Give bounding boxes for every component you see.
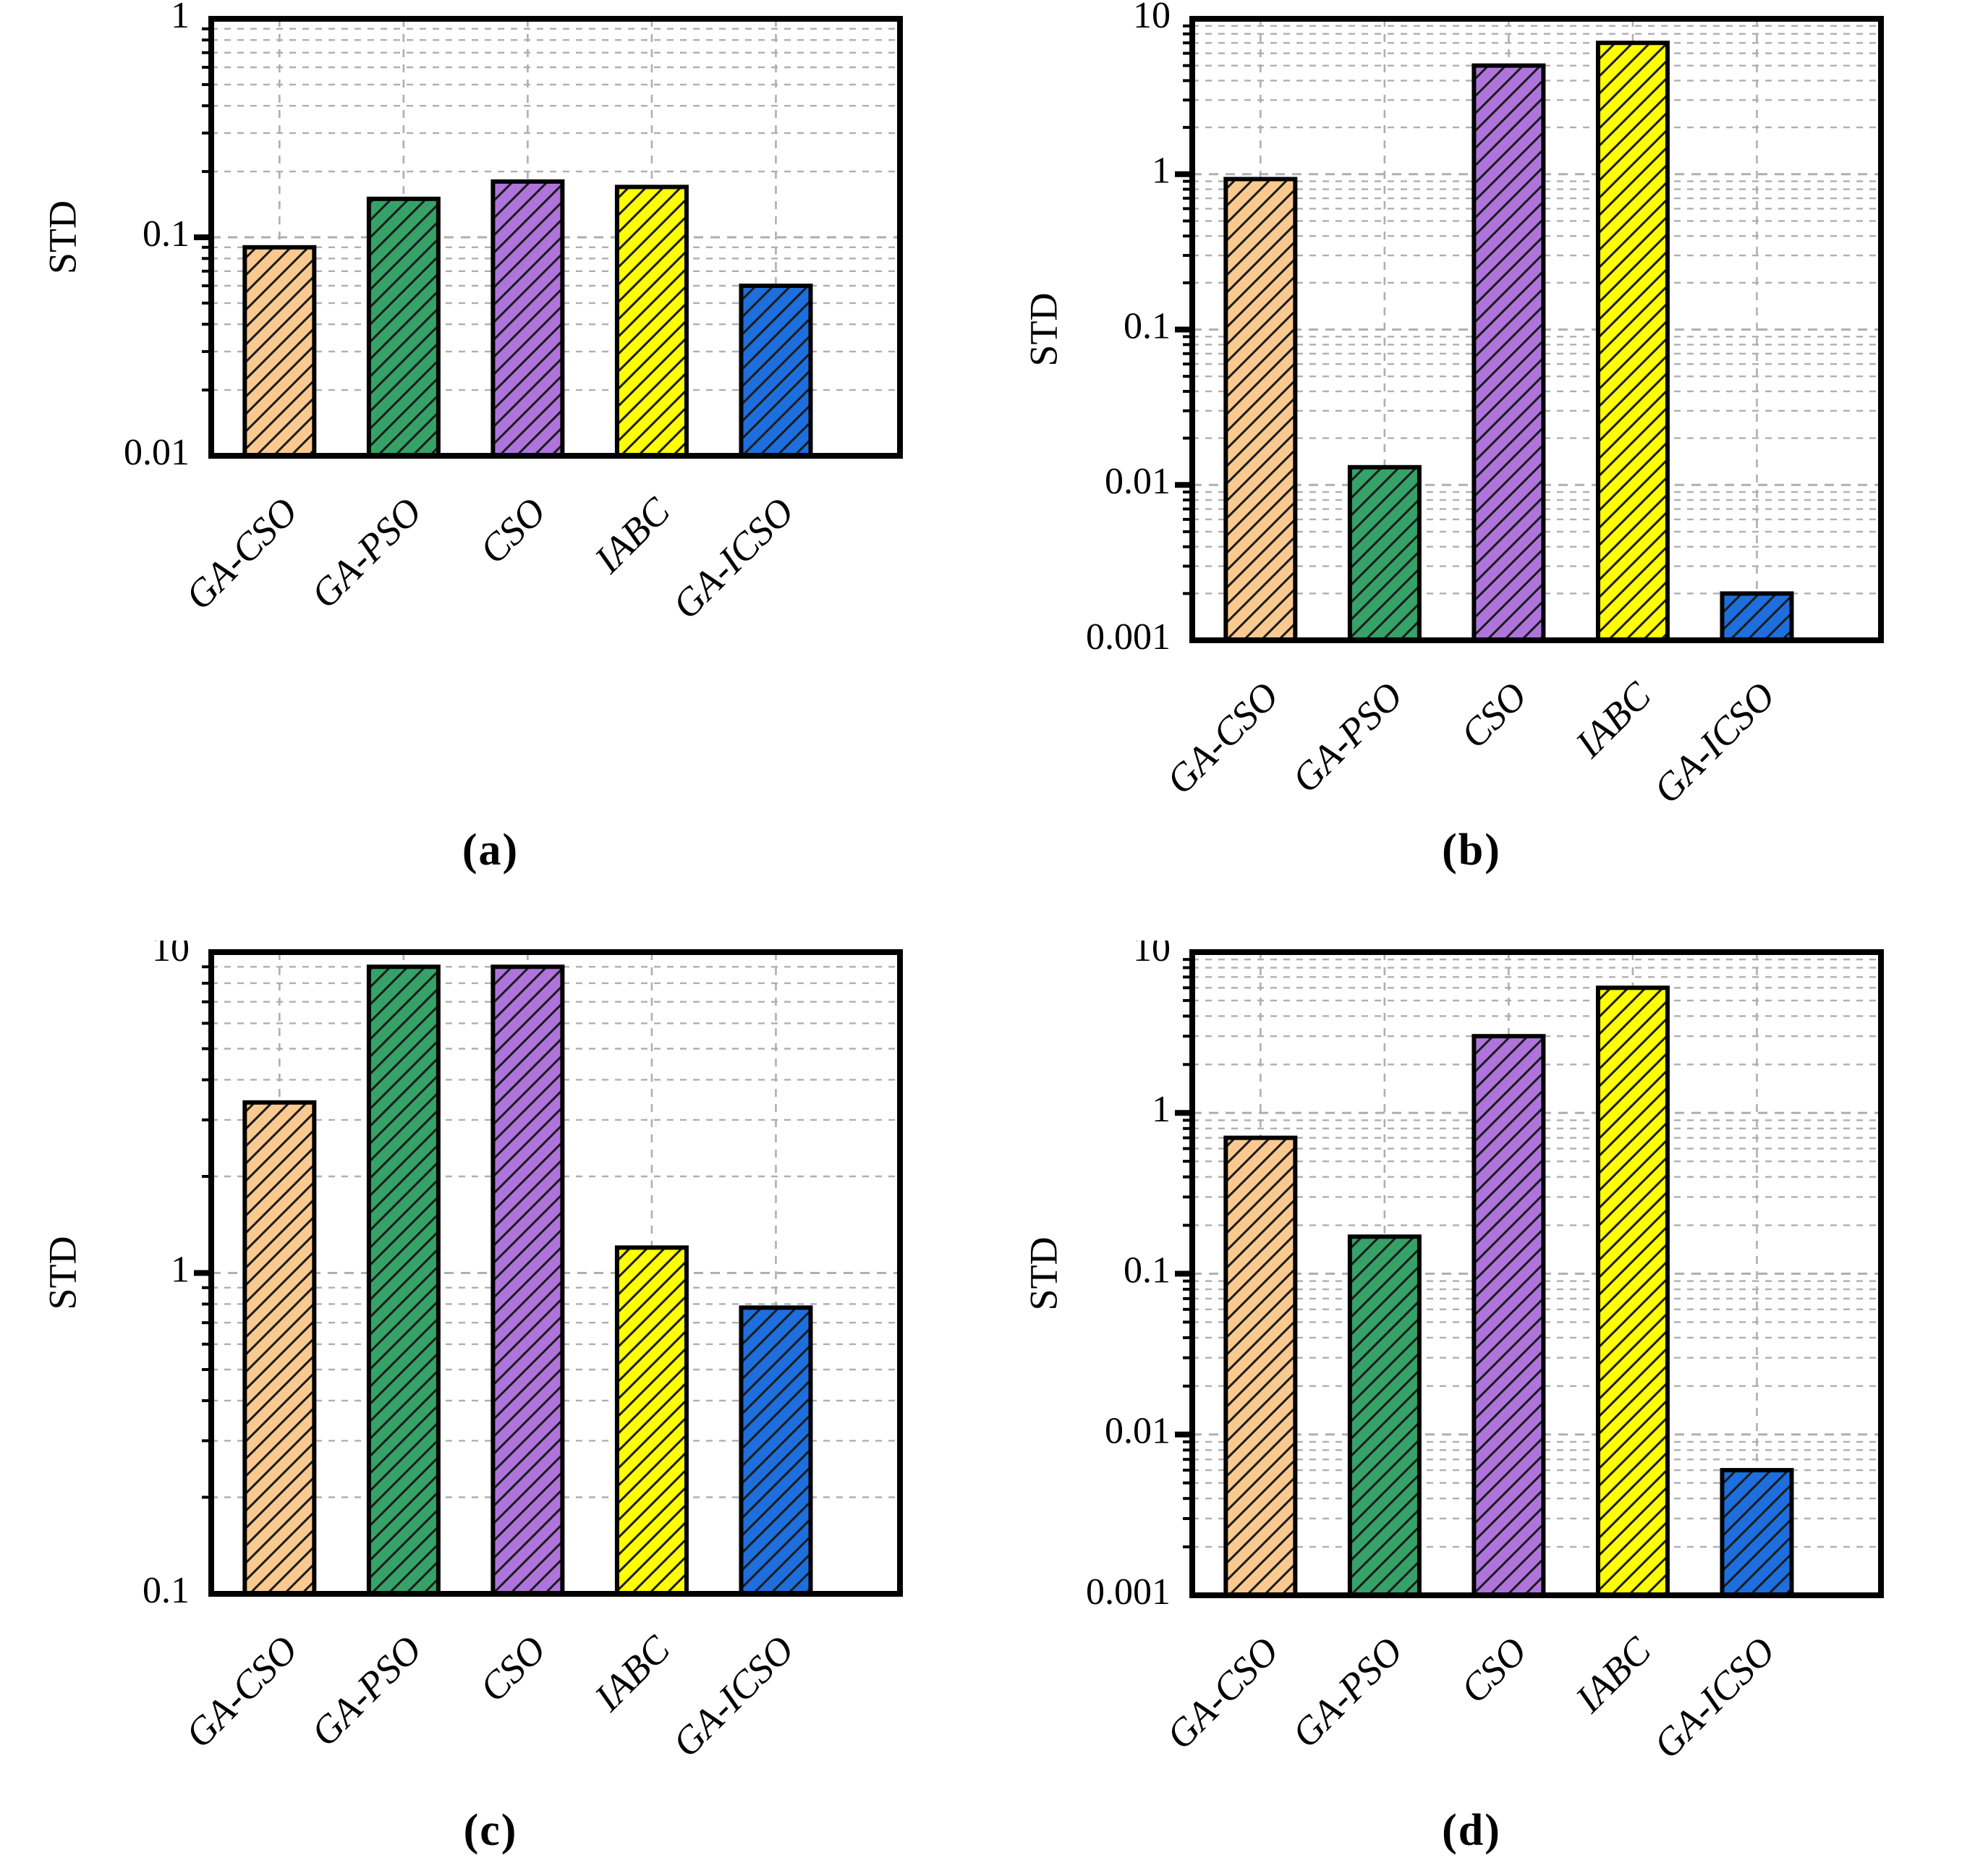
x-tick-label-0-ga-cso: GA-CSO bbox=[177, 489, 306, 618]
panel-bars-0 bbox=[242, 179, 813, 458]
panel-d-bar-ga-cso bbox=[1223, 1135, 1298, 1598]
y-tick-label-3-0: 0.001 bbox=[1086, 1571, 1171, 1613]
panel-d-bar-cso bbox=[1472, 1034, 1546, 1598]
panel-bars-3 bbox=[1223, 985, 1794, 1598]
panel-c-bar-ga-icso bbox=[739, 1305, 813, 1596]
panel-b-caption: (b) bbox=[1442, 825, 1501, 875]
panel-c-bar-ga-pso bbox=[366, 964, 441, 1596]
y-tick-label-3-1: 0.01 bbox=[1105, 1411, 1171, 1452]
panel-a: 0.01 0.1 1 GA-CSO GA-PSO CSO IABC GA-ICSO STD (a… bbox=[0, 0, 981, 941]
x-tick-label-3-ga-icso: GA-ICSO bbox=[1645, 1629, 1783, 1767]
y-tick-label-1-1: 0.01 bbox=[1105, 461, 1171, 502]
panel-b: 0.001 0.01 0.1 1 10 GA-CSO GA-PSO CSO IABC GA-ICS… bbox=[981, 0, 1962, 941]
panel-bars-1 bbox=[1223, 41, 1794, 643]
x-tick-label-3-ga-cso: GA-CSO bbox=[1158, 1629, 1287, 1757]
y-tick-label-2-1: 1 bbox=[171, 1249, 190, 1290]
panel-y-axis-2: 0.1 1 10 bbox=[143, 941, 211, 1611]
y-tick-label-3-2: 0.1 bbox=[1124, 1249, 1171, 1291]
y-tick-label-1-0: 0.001 bbox=[1086, 616, 1171, 658]
panel-d-bar-iabc bbox=[1595, 985, 1670, 1597]
y-tick-label-1-3: 1 bbox=[1152, 150, 1171, 192]
panel-c: 0.1 1 10 GA-CSO GA-PSO CSO IABC GA-ICSO STD (c) bbox=[0, 941, 981, 1876]
panel-d-bar-ga-pso bbox=[1347, 1234, 1422, 1597]
y-tick-label-2-2: 10 bbox=[152, 941, 190, 969]
panel-a-caption: (a) bbox=[462, 825, 519, 875]
x-tick-label-1-ga-cso: GA-CSO bbox=[1158, 674, 1287, 802]
x-tick-label-3-ga-pso: GA-PSO bbox=[1283, 1629, 1411, 1756]
y-tick-label-0-0: 0.01 bbox=[124, 432, 190, 473]
panel-b-bar-ga-pso bbox=[1347, 464, 1422, 642]
y-tick-label-2-0: 0.1 bbox=[143, 1570, 190, 1611]
panel-b-bar-iabc bbox=[1595, 41, 1670, 642]
panel-b-bar-ga-icso bbox=[1720, 591, 1794, 643]
y-tick-label-1-2: 0.1 bbox=[1124, 305, 1171, 347]
x-tick-label-0-ga-icso: GA-ICSO bbox=[664, 489, 802, 627]
x-tick-label-3-cso: CSO bbox=[1452, 1629, 1535, 1712]
x-tick-label-1-cso: CSO bbox=[1452, 674, 1535, 757]
panel-c-caption: (c) bbox=[463, 1806, 518, 1855]
panel-d-bar-ga-icso bbox=[1720, 1468, 1794, 1598]
x-tick-label-3-iabc: IABC bbox=[1566, 1628, 1660, 1721]
x-tick-label-2-cso: CSO bbox=[471, 1627, 554, 1710]
x-tick-label-1-ga-pso: GA-PSO bbox=[1283, 674, 1411, 801]
panel-y-axis-1: 0.001 0.01 0.1 1 10 bbox=[1086, 0, 1192, 658]
panel-a-bar-ga-icso bbox=[739, 283, 813, 458]
panel-a-bar-ga-cso bbox=[242, 245, 317, 458]
x-tick-label-1-ga-icso: GA-ICSO bbox=[1645, 674, 1783, 812]
panel-a-bar-cso bbox=[490, 179, 565, 458]
y-tick-label-3-4: 10 bbox=[1133, 941, 1171, 969]
x-tick-label-0-cso: CSO bbox=[471, 489, 554, 572]
panel-bars-2 bbox=[242, 964, 813, 1596]
panel-y-axis-3: 0.001 0.01 0.1 1 10 bbox=[1086, 941, 1192, 1613]
panel-y-axis-0: 0.01 0.1 1 bbox=[124, 0, 211, 473]
y-tick-label-1-4: 10 bbox=[1133, 0, 1171, 36]
panel-d-caption: (d) bbox=[1442, 1806, 1501, 1855]
y-tick-label-3-3: 1 bbox=[1152, 1089, 1171, 1130]
y-axis-title-3: STD bbox=[1022, 1236, 1065, 1310]
y-axis-title-2: STD bbox=[41, 1236, 84, 1310]
panel-a-bar-ga-pso bbox=[366, 196, 441, 458]
panel-c-bar-iabc bbox=[614, 1245, 689, 1596]
panel-d: 0.001 0.01 0.1 1 10 GA-CSO GA-PSO CSO IABC GA-ICS… bbox=[981, 941, 1962, 1876]
y-axis-title-1: STD bbox=[1022, 292, 1065, 366]
x-tick-label-2-ga-cso: GA-CSO bbox=[177, 1627, 306, 1756]
panel-c-bar-ga-cso bbox=[242, 1100, 317, 1596]
x-tick-label-2-ga-icso: GA-ICSO bbox=[664, 1627, 802, 1765]
x-tick-label-2-iabc: IABC bbox=[585, 1626, 679, 1720]
x-tick-label-1-iabc: IABC bbox=[1566, 673, 1660, 766]
x-tick-label-0-ga-pso: GA-PSO bbox=[302, 489, 430, 616]
x-tick-label-0-iabc: IABC bbox=[585, 488, 679, 582]
x-tick-label-2-ga-pso: GA-PSO bbox=[302, 1627, 430, 1754]
panel-b-bar-cso bbox=[1472, 63, 1546, 643]
y-tick-label-0-1: 0.1 bbox=[143, 213, 190, 255]
y-axis-title-0: STD bbox=[41, 200, 84, 274]
panel-a-bar-iabc bbox=[614, 184, 689, 458]
panel-b-bar-ga-cso bbox=[1223, 177, 1298, 642]
y-tick-label-0-2: 1 bbox=[171, 0, 190, 36]
panel-c-bar-cso bbox=[490, 964, 565, 1596]
